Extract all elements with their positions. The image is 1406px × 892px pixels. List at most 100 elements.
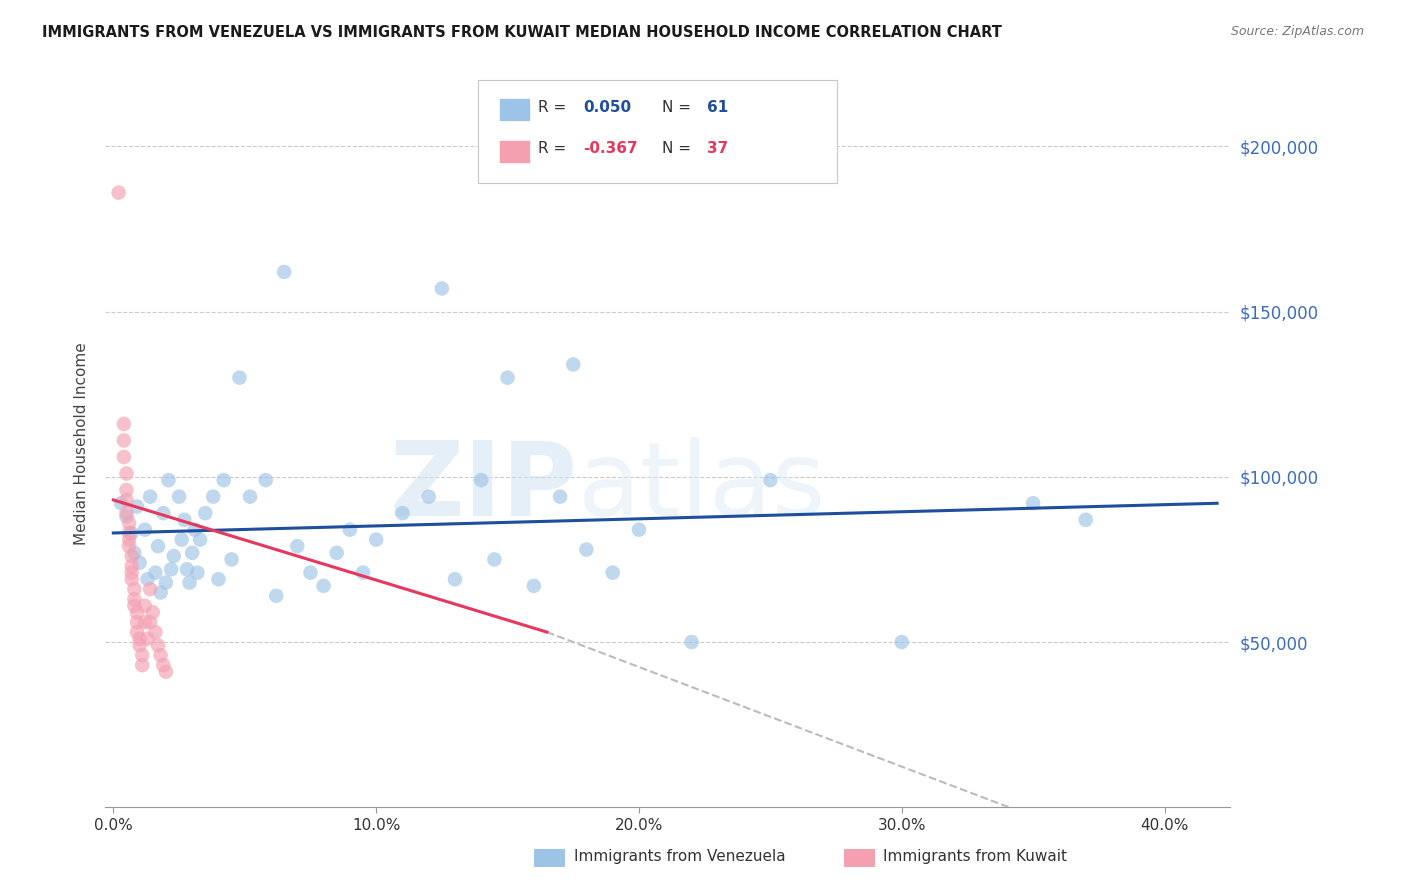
Point <box>430 281 453 295</box>
Point <box>115 492 138 507</box>
Point <box>181 546 204 560</box>
Point <box>134 615 156 630</box>
Point <box>125 500 148 514</box>
Point <box>145 566 167 580</box>
Point <box>121 526 143 541</box>
Point <box>167 490 190 504</box>
Point <box>575 542 598 557</box>
Point <box>602 566 624 580</box>
Point <box>107 186 129 200</box>
Point <box>112 450 135 464</box>
Point <box>121 549 143 563</box>
Point <box>139 582 162 596</box>
Text: R =: R = <box>538 100 567 114</box>
Point <box>173 513 195 527</box>
Point <box>184 523 207 537</box>
Text: Immigrants from Venezuela: Immigrants from Venezuela <box>574 849 786 863</box>
Point <box>484 552 506 566</box>
Point <box>155 575 177 590</box>
Point <box>124 599 146 613</box>
Point <box>418 490 440 504</box>
Point <box>273 265 295 279</box>
Point <box>121 559 143 574</box>
Point <box>264 589 287 603</box>
Point <box>128 556 150 570</box>
Point <box>339 523 361 537</box>
Point <box>444 572 467 586</box>
Point <box>179 575 201 590</box>
Point <box>139 490 162 504</box>
Point <box>163 549 186 563</box>
Point <box>142 605 165 619</box>
Point <box>228 370 250 384</box>
Point <box>212 473 235 487</box>
Point <box>118 533 141 547</box>
Point <box>149 648 172 663</box>
Point <box>149 585 172 599</box>
Point <box>115 506 138 520</box>
Point <box>124 546 146 560</box>
Text: R =: R = <box>538 142 567 156</box>
Text: ZIP: ZIP <box>389 437 578 538</box>
Point <box>562 358 585 372</box>
Point <box>352 566 374 580</box>
Point <box>221 552 243 566</box>
Text: N =: N = <box>662 142 692 156</box>
Text: atlas: atlas <box>578 437 827 538</box>
Point <box>207 572 229 586</box>
Point <box>759 473 782 487</box>
Point <box>136 572 159 586</box>
Point <box>254 473 277 487</box>
Point <box>176 562 198 576</box>
Point <box>152 506 174 520</box>
Point <box>146 638 169 652</box>
Point <box>115 467 138 481</box>
Point <box>128 638 150 652</box>
Point <box>299 566 322 580</box>
Point <box>136 632 159 646</box>
Point <box>325 546 347 560</box>
Point <box>312 579 335 593</box>
Point <box>548 490 571 504</box>
Point <box>523 579 546 593</box>
Point <box>115 509 138 524</box>
Point <box>152 658 174 673</box>
Point <box>157 473 180 487</box>
Text: N =: N = <box>662 100 692 114</box>
Point <box>139 615 162 630</box>
Point <box>160 562 183 576</box>
Point <box>155 665 177 679</box>
Y-axis label: Median Household Income: Median Household Income <box>73 343 89 545</box>
Text: Source: ZipAtlas.com: Source: ZipAtlas.com <box>1230 25 1364 38</box>
Point <box>627 523 650 537</box>
Point <box>110 496 132 510</box>
Text: Immigrants from Kuwait: Immigrants from Kuwait <box>883 849 1067 863</box>
Point <box>188 533 211 547</box>
Point <box>1074 513 1097 527</box>
Text: 0.050: 0.050 <box>583 100 631 114</box>
Point <box>194 506 217 520</box>
Point <box>112 434 135 448</box>
Point <box>681 635 703 649</box>
Point <box>118 526 141 541</box>
Point <box>366 533 388 547</box>
Point <box>121 566 143 580</box>
Point <box>202 490 225 504</box>
Point <box>131 658 153 673</box>
Point <box>285 539 308 553</box>
Point <box>115 483 138 497</box>
Point <box>186 566 208 580</box>
Text: 37: 37 <box>707 142 728 156</box>
Point <box>118 539 141 553</box>
Point <box>1022 496 1045 510</box>
Point <box>124 582 146 596</box>
Text: IMMIGRANTS FROM VENEZUELA VS IMMIGRANTS FROM KUWAIT MEDIAN HOUSEHOLD INCOME CORR: IMMIGRANTS FROM VENEZUELA VS IMMIGRANTS … <box>42 25 1002 40</box>
Point <box>125 615 148 630</box>
Point <box>496 370 519 384</box>
Point <box>128 632 150 646</box>
Point <box>146 539 169 553</box>
Point <box>121 572 143 586</box>
Point <box>125 625 148 640</box>
Text: -0.367: -0.367 <box>583 142 638 156</box>
Point <box>239 490 262 504</box>
